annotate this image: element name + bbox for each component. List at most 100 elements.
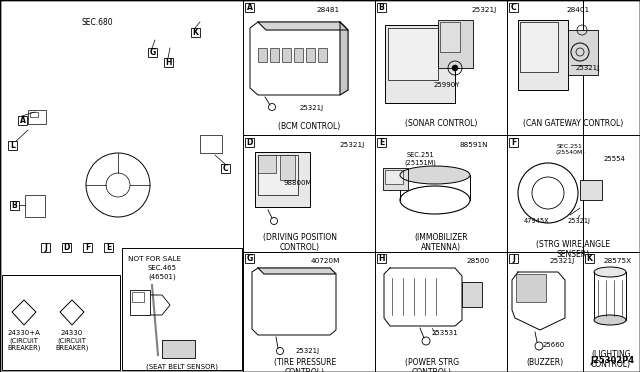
Text: B: B xyxy=(12,201,17,210)
Text: 25321J: 25321J xyxy=(567,218,590,224)
Text: G: G xyxy=(246,254,253,263)
Text: H: H xyxy=(378,254,385,263)
Polygon shape xyxy=(340,22,348,95)
Text: 25321J: 25321J xyxy=(300,105,324,111)
Bar xyxy=(440,22,460,52)
Circle shape xyxy=(518,163,578,223)
Bar xyxy=(255,152,310,207)
Text: 28401: 28401 xyxy=(567,7,590,13)
Bar xyxy=(568,30,598,75)
Text: (CIRCUIT
BREAKER): (CIRCUIT BREAKER) xyxy=(55,337,89,351)
Text: C: C xyxy=(511,3,516,12)
Text: (DRIVING POSITION
CONTROL): (DRIVING POSITION CONTROL) xyxy=(263,233,337,252)
Bar xyxy=(280,155,295,180)
Bar xyxy=(258,155,298,195)
Text: (TIRE PRESSURE
CONTROL): (TIRE PRESSURE CONTROL) xyxy=(274,358,336,372)
Text: J: J xyxy=(44,243,47,252)
Bar xyxy=(122,248,242,370)
Polygon shape xyxy=(60,300,84,325)
Text: (IMMOBILIZER
ANTENNA): (IMMOBILIZER ANTENNA) xyxy=(414,233,468,252)
Polygon shape xyxy=(162,340,195,358)
Bar xyxy=(245,3,254,12)
Text: SEC.465: SEC.465 xyxy=(147,265,177,271)
Bar xyxy=(438,20,473,68)
Text: 24330: 24330 xyxy=(61,330,83,336)
Bar xyxy=(594,272,626,320)
Bar xyxy=(132,292,144,302)
Bar xyxy=(148,48,157,57)
Bar xyxy=(383,168,408,190)
Text: 24330+A: 24330+A xyxy=(8,330,40,336)
Text: (POWER STRG
CONTROL): (POWER STRG CONTROL) xyxy=(405,358,459,372)
Text: (SONAR CONTROL): (SONAR CONTROL) xyxy=(405,119,477,128)
Text: 28481: 28481 xyxy=(317,7,340,13)
Text: 25321J: 25321J xyxy=(296,348,320,354)
Text: E: E xyxy=(106,243,111,252)
Text: F: F xyxy=(511,138,516,147)
Text: F: F xyxy=(85,243,90,252)
Text: J: J xyxy=(512,254,515,263)
Text: SEC.680: SEC.680 xyxy=(82,18,114,27)
Text: H: H xyxy=(165,58,172,67)
Text: A: A xyxy=(246,3,252,12)
Text: 28500: 28500 xyxy=(467,258,490,264)
Text: (SEAT BELT SENSOR): (SEAT BELT SENSOR) xyxy=(146,363,218,369)
Text: J25302P4: J25302P4 xyxy=(591,356,635,365)
Bar xyxy=(385,170,403,184)
Bar xyxy=(258,48,267,62)
Text: (BCM CONTROL): (BCM CONTROL) xyxy=(278,122,340,131)
Text: SEC.251
(25540M): SEC.251 (25540M) xyxy=(555,144,585,155)
Bar xyxy=(18,116,27,125)
Text: 25554: 25554 xyxy=(603,156,625,162)
Bar xyxy=(462,282,482,307)
Text: 47945X: 47945X xyxy=(524,218,550,224)
Text: (LIGHTING
CONTROL): (LIGHTING CONTROL) xyxy=(591,350,631,369)
Bar xyxy=(377,138,386,147)
Bar xyxy=(104,243,113,252)
Text: 25990Y: 25990Y xyxy=(433,82,460,88)
Polygon shape xyxy=(250,22,348,95)
Bar xyxy=(580,180,602,200)
Bar xyxy=(30,112,38,117)
Circle shape xyxy=(532,177,564,209)
Bar xyxy=(270,48,279,62)
Text: A: A xyxy=(20,116,26,125)
Text: B: B xyxy=(379,3,385,12)
Bar xyxy=(25,195,45,217)
Text: (STRG WIRE,ANGLE
SENSER): (STRG WIRE,ANGLE SENSER) xyxy=(536,240,610,259)
Text: 25321J: 25321J xyxy=(340,142,365,148)
Polygon shape xyxy=(258,22,348,30)
Bar xyxy=(245,138,254,147)
Text: E: E xyxy=(379,138,384,147)
Ellipse shape xyxy=(594,267,626,277)
Polygon shape xyxy=(252,268,336,335)
Bar xyxy=(245,254,254,263)
Text: SEC.251
(25151M): SEC.251 (25151M) xyxy=(404,152,436,166)
Bar xyxy=(509,254,518,263)
Polygon shape xyxy=(384,268,462,326)
Polygon shape xyxy=(258,268,336,274)
Bar xyxy=(509,138,518,147)
Bar xyxy=(8,141,17,150)
Text: NOT FOR SALE: NOT FOR SALE xyxy=(129,256,182,262)
Bar xyxy=(385,25,455,103)
Text: (CIRCUIT
BREAKER): (CIRCUIT BREAKER) xyxy=(7,337,41,351)
Text: K: K xyxy=(587,254,593,263)
Text: 25321J: 25321J xyxy=(576,65,600,71)
Text: D: D xyxy=(63,243,70,252)
Bar xyxy=(83,243,92,252)
Text: 25660: 25660 xyxy=(543,342,565,348)
Text: 253531: 253531 xyxy=(432,330,459,336)
Bar xyxy=(130,290,150,315)
Bar xyxy=(62,243,71,252)
Text: 40720M: 40720M xyxy=(310,258,340,264)
Polygon shape xyxy=(512,272,565,330)
Bar xyxy=(520,22,558,72)
Ellipse shape xyxy=(594,315,626,325)
Bar xyxy=(258,155,276,173)
Text: K: K xyxy=(193,28,198,37)
Bar xyxy=(200,135,222,153)
Text: (BUZZER): (BUZZER) xyxy=(527,358,564,367)
Text: L: L xyxy=(10,141,15,150)
Bar xyxy=(318,48,327,62)
